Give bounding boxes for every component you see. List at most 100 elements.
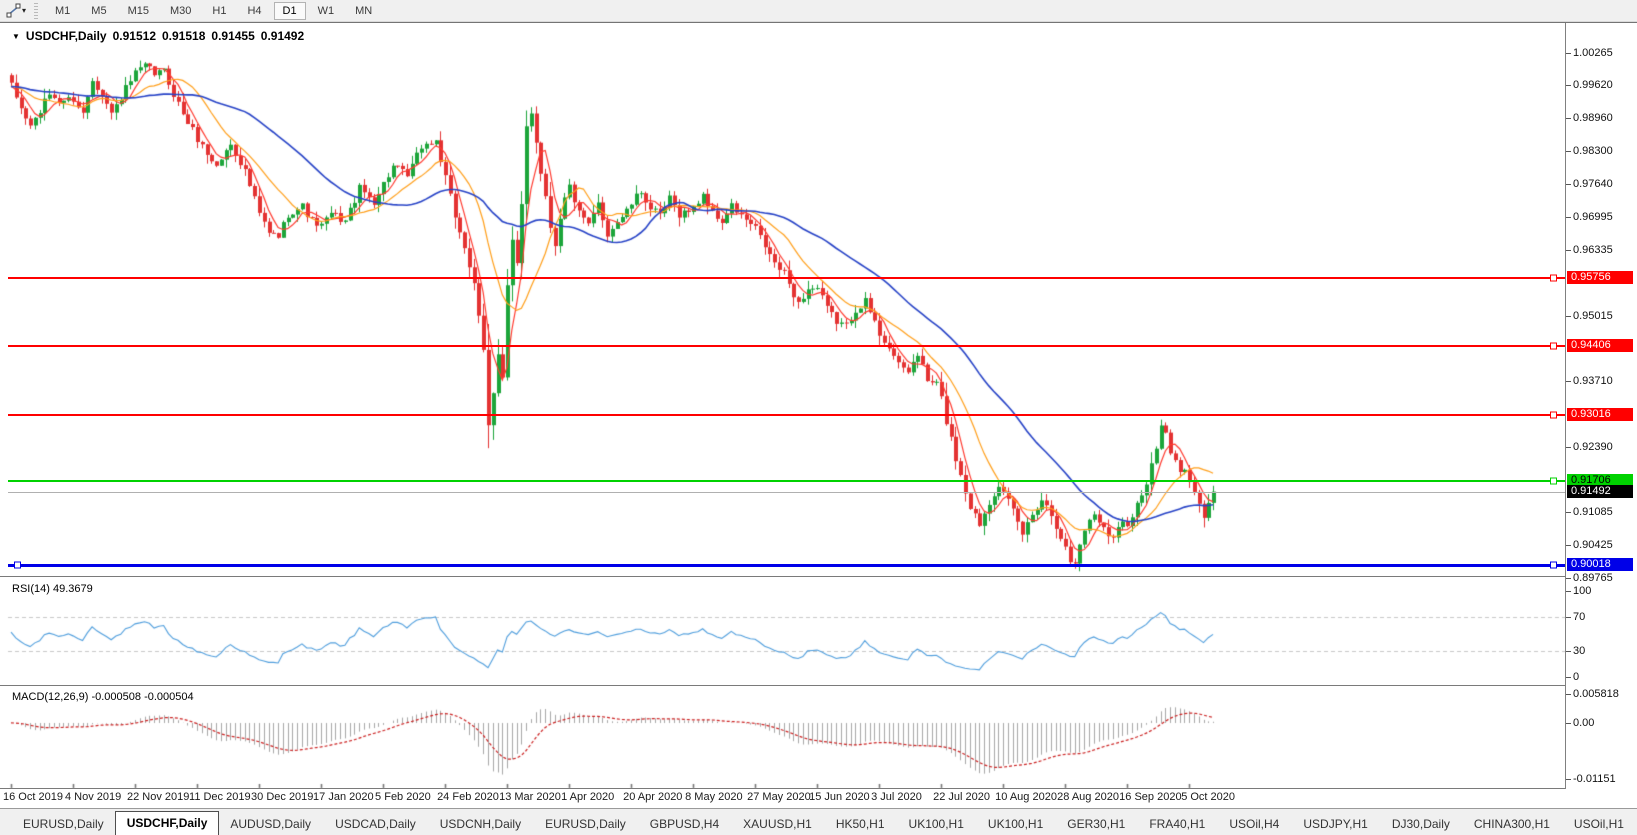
line-handle[interactable] — [1550, 561, 1557, 569]
resistance-price-label: 0.94406 — [1567, 338, 1633, 352]
chart-tab-usoil-h4[interactable]: USOil,H4 — [1229, 817, 1280, 831]
support-price-label: 0.91706 — [1567, 473, 1633, 487]
chart-tab-hk50-h1[interactable]: HK50,H1 — [835, 817, 885, 831]
chart-tab-dj30-daily[interactable]: DJ30,Daily — [1391, 817, 1450, 831]
date-label: 30 Dec 2019 — [251, 791, 314, 803]
line-handle[interactable] — [1550, 342, 1557, 350]
chart-tab-usdcnh-daily[interactable]: USDCNH,Daily — [439, 817, 522, 831]
price-tick-label: 0.96995 — [1566, 210, 1613, 223]
date-label: 11 Dec 2019 — [189, 791, 251, 803]
chart-tab-usdchf-daily[interactable]: USDCHF,Daily — [114, 811, 220, 835]
rsi-tick-label: 30 — [1565, 645, 1586, 658]
chart-tab-gbpusd-h4[interactable]: GBPUSD,H4 — [649, 817, 720, 831]
price-chart-canvas[interactable] — [0, 23, 1565, 789]
timeframe-button-h1[interactable]: H1 — [212, 4, 227, 17]
time-axis[interactable]: 16 Oct 2019 4 Nov 2019 22 Nov 2019 11 Dec 2… — [0, 789, 1565, 808]
chart-window: ▼ USDCHF,Daily 0.91512 0.91518 0.91455 0… — [0, 22, 1637, 835]
timeframe-button-m1[interactable]: M1 — [55, 4, 71, 17]
panel-divider-main-rsi[interactable] — [0, 576, 1565, 578]
chart-tab-uk100-h1[interactable]: UK100,H1 — [908, 817, 964, 831]
price-tick-label: 0.98960 — [1566, 112, 1613, 125]
rsi-indicator-label: RSI(14) 49.3679 — [12, 583, 93, 595]
line-handle[interactable] — [14, 561, 21, 569]
chart-tab-usdjpy-h1[interactable]: USDJPY,H1 — [1303, 817, 1368, 831]
date-label: 27 May 2020 — [747, 791, 811, 803]
date-label: 20 Apr 2020 — [623, 791, 683, 803]
chart-tab-china300-h1[interactable]: CHINA300,H1 — [1473, 817, 1550, 831]
chart-title: ▼ USDCHF,Daily 0.91512 0.91518 0.91455 0… — [12, 29, 304, 43]
timeframe-button-m5[interactable]: M5 — [91, 4, 107, 17]
date-label: 16 Sep 2020 — [1119, 791, 1182, 803]
timeframe-button-m30[interactable]: M30 — [169, 4, 192, 17]
timeframe-button-d1[interactable]: D1 — [273, 1, 306, 20]
macd-tick-label: -0.01151 — [1566, 773, 1616, 786]
ohlc-close: 0.91492 — [260, 29, 305, 43]
macd-indicator-label: MACD(12,26,9) -0.000508 -0.000504 — [12, 691, 194, 703]
price-tick-label: 0.91085 — [1566, 506, 1613, 518]
price-tick-label: 0.93710 — [1566, 374, 1613, 387]
timeframe-button-m15[interactable]: M15 — [127, 4, 149, 17]
resistance-line-0.93016[interactable] — [8, 411, 1565, 419]
line-handle[interactable] — [1550, 477, 1557, 485]
price-tick-label: 0.89765 — [1566, 572, 1613, 584]
timeframe-button-w1[interactable]: W1 — [317, 4, 335, 17]
date-label: 24 Feb 2020 — [437, 791, 499, 803]
macd-tick-label: 0.00 — [1565, 717, 1595, 729]
price-axis[interactable]: 1.00265 0.99620 0.98960 0.98300 0.97640 0.969… — [1565, 23, 1637, 789]
date-label: 1 Apr 2020 — [561, 791, 615, 803]
timeframe-buttons: M1 M5 M15 M30 H1 H4 D1 W1 MN — [46, 1, 384, 20]
current-price-line — [8, 491, 1565, 493]
chart-tab-fra40-h1[interactable]: FRA40,H1 — [1149, 817, 1206, 831]
resistance-price-label: 0.93016 — [1567, 408, 1633, 422]
timeframe-toolbar: ▾ M1 M5 M15 M30 H1 H4 D1 W1 MN — [0, 0, 1637, 22]
price-tick-label: 0.97640 — [1566, 178, 1613, 191]
date-label: 5 Oct 2020 — [1181, 791, 1236, 803]
resistance-line-0.95756[interactable] — [8, 274, 1565, 282]
chart-tab-eurusd-daily[interactable]: EURUSD,Daily — [23, 817, 104, 831]
tool-dropdown-caret[interactable]: ▾ — [22, 6, 27, 15]
date-label: 13 Mar 2020 — [499, 791, 561, 803]
date-label: 4 Nov 2019 — [65, 791, 122, 803]
chart-tab-eurusd-daily[interactable]: EURUSD,Daily — [545, 817, 626, 831]
date-label: 15 Jun 2020 — [809, 791, 870, 803]
line-tool-icon[interactable] — [4, 3, 22, 19]
date-label: 10 Aug 2020 — [995, 791, 1057, 803]
resistance-line-0.94406[interactable] — [8, 342, 1565, 350]
price-tick-label: 0.92390 — [1566, 440, 1613, 453]
ohlc-high: 0.91518 — [162, 29, 206, 43]
line-handle[interactable] — [1550, 274, 1557, 282]
chart-tab-audusd-daily[interactable]: AUDUSD,Daily — [230, 817, 312, 831]
timeframe-button-h4[interactable]: H4 — [247, 4, 262, 17]
resistance-price-label: 0.95756 — [1567, 271, 1633, 285]
panel-divider-rsi-macd[interactable] — [0, 685, 1565, 687]
chart-tab-ger30-h1[interactable]: GER30,H1 — [1067, 817, 1126, 831]
support-line-0.90018[interactable] — [8, 561, 1565, 569]
price-tick-label: 0.95015 — [1566, 309, 1613, 322]
chart-tab-xauusd-h1[interactable]: XAUUSD,H1 — [743, 817, 812, 831]
macd-tick-label: 0.005818 — [1566, 688, 1619, 701]
chart-tab-usdcad-daily[interactable]: USDCAD,Daily — [335, 817, 416, 831]
timeframe-button-mn[interactable]: MN — [355, 4, 373, 17]
rsi-tick-label: 0 — [1565, 671, 1580, 683]
line-handle[interactable] — [1550, 411, 1557, 419]
date-label: 17 Jan 2020 — [313, 791, 374, 803]
chart-tab-uk100-h1[interactable]: UK100,H1 — [987, 817, 1044, 831]
rsi-tick-label: 70 — [1565, 610, 1586, 623]
rsi-tick-label: 100 — [1565, 585, 1592, 597]
date-label: 3 Jul 2020 — [871, 791, 922, 803]
price-tick-label: 0.96335 — [1566, 243, 1613, 256]
date-label: 5 Feb 2020 — [375, 791, 431, 803]
chart-expander-icon[interactable]: ▼ — [12, 31, 20, 41]
chart-tab-bar: EURUSD,Daily USDCHF,Daily AUDUSD,Daily USDC… — [0, 808, 1637, 835]
price-tick-label: 0.99620 — [1566, 79, 1613, 92]
date-label: 22 Nov 2019 — [127, 791, 190, 803]
price-tick-label: 1.00265 — [1566, 47, 1613, 59]
toolbar-grip[interactable] — [34, 2, 39, 19]
date-label: 8 May 2020 — [685, 791, 743, 803]
price-tick-label: 0.90425 — [1566, 539, 1613, 551]
chart-symbol: USDCHF,Daily — [25, 29, 107, 43]
support-line-0.91706[interactable] — [8, 477, 1565, 485]
date-label: 28 Aug 2020 — [1057, 791, 1119, 803]
chart-tab-usoil-h1[interactable]: USOil,H1 — [1573, 817, 1624, 831]
